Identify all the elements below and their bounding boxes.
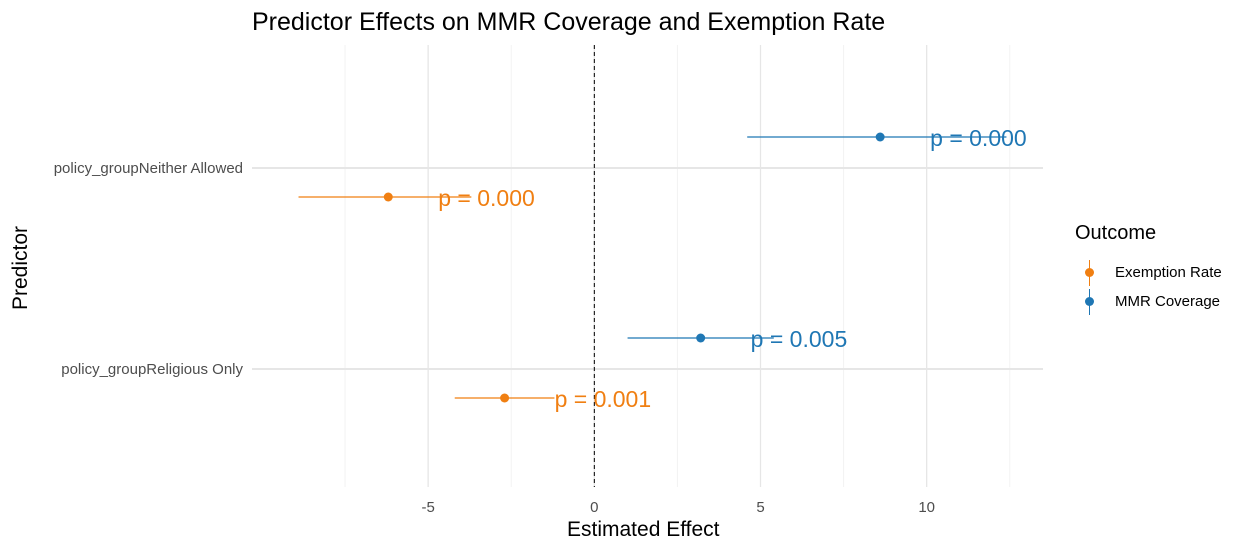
x-tick-label: 0 (590, 499, 598, 516)
x-tick-label: 5 (756, 499, 764, 516)
point-estimate (383, 192, 393, 202)
y-axis-title: Predictor (9, 225, 32, 311)
chart-title: Predictor Effects on MMR Coverage and Ex… (252, 8, 886, 36)
legend-item-exemption-rate: Exemption Rate (1075, 259, 1222, 288)
p-value-label: p = 0.005 (751, 326, 848, 352)
legend-item-mmr-coverage: MMR Coverage (1075, 288, 1220, 317)
p-value-label: p = 0.000 (438, 185, 535, 211)
y-tick-label: policy_groupNeither Allowed (54, 160, 243, 177)
legend-label-exemption-rate: Exemption Rate (1115, 264, 1222, 281)
legend-key-mmr-coverage (1085, 289, 1095, 315)
legend-title: Outcome (1075, 222, 1157, 244)
legend-label-mmr-coverage: MMR Coverage (1115, 293, 1221, 310)
y-tick-label: policy_groupReligious Only (61, 361, 243, 378)
p-value-label: p = 0.000 (930, 125, 1027, 151)
legend: Outcome Exemption Rate MMR Coverage (1075, 222, 1222, 317)
point-estimate (500, 393, 510, 403)
point-estimate (875, 132, 885, 142)
legend-key-exemption-rate (1085, 260, 1095, 286)
point-estimate (696, 333, 706, 343)
p-value-label: p = 0.001 (555, 386, 652, 412)
x-tick-label: -5 (421, 499, 434, 516)
x-tick-label: 10 (918, 499, 935, 516)
x-axis-title: Estimated Effect (567, 518, 720, 541)
